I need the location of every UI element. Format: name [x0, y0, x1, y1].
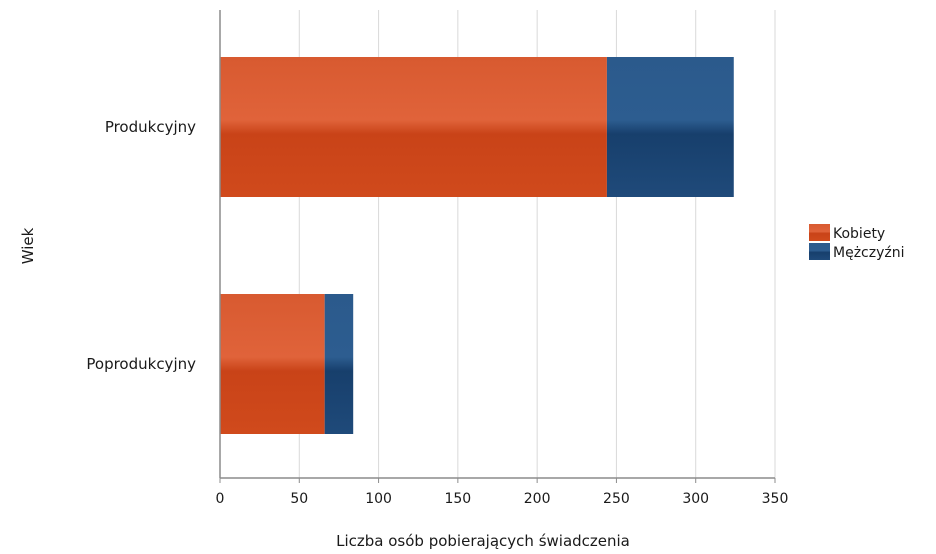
legend: Kobiety Mężczyźni — [809, 224, 904, 261]
x-tick-label: 100 — [365, 491, 392, 507]
bar-mezczyzni-poprodukcyjny — [324, 294, 354, 434]
x-tick-label: 0 — [216, 491, 225, 507]
legend-label: Kobiety — [833, 226, 885, 242]
legend-swatch — [809, 243, 830, 260]
x-tick-label: 350 — [762, 491, 789, 507]
x-tick-labels: 0 50 100 150 200 250 300 350 — [216, 491, 789, 507]
bar-kobiety-produkcyjny — [220, 57, 607, 197]
bars — [220, 57, 734, 434]
axes — [219, 10, 776, 483]
category-label: Produkcyjny — [105, 118, 196, 136]
x-tick-label: 150 — [444, 491, 471, 507]
y-axis-title: Wiek — [19, 227, 37, 264]
x-tick-label: 300 — [682, 491, 709, 507]
x-axis-title: Liczba osób pobierających świadczenia — [336, 532, 630, 550]
bar-kobiety-poprodukcyjny — [220, 294, 325, 434]
category-label: Poprodukcyjny — [86, 355, 196, 373]
legend-label: Mężczyźni — [833, 245, 904, 261]
category-labels: Produkcyjny Poprodukcyjny — [86, 118, 196, 373]
x-tick-label: 200 — [524, 491, 551, 507]
bar-mezczyzni-produkcyjny — [606, 57, 734, 197]
x-tick-label: 250 — [603, 491, 630, 507]
x-tick-label: 50 — [290, 491, 308, 507]
legend-swatch — [809, 224, 830, 241]
